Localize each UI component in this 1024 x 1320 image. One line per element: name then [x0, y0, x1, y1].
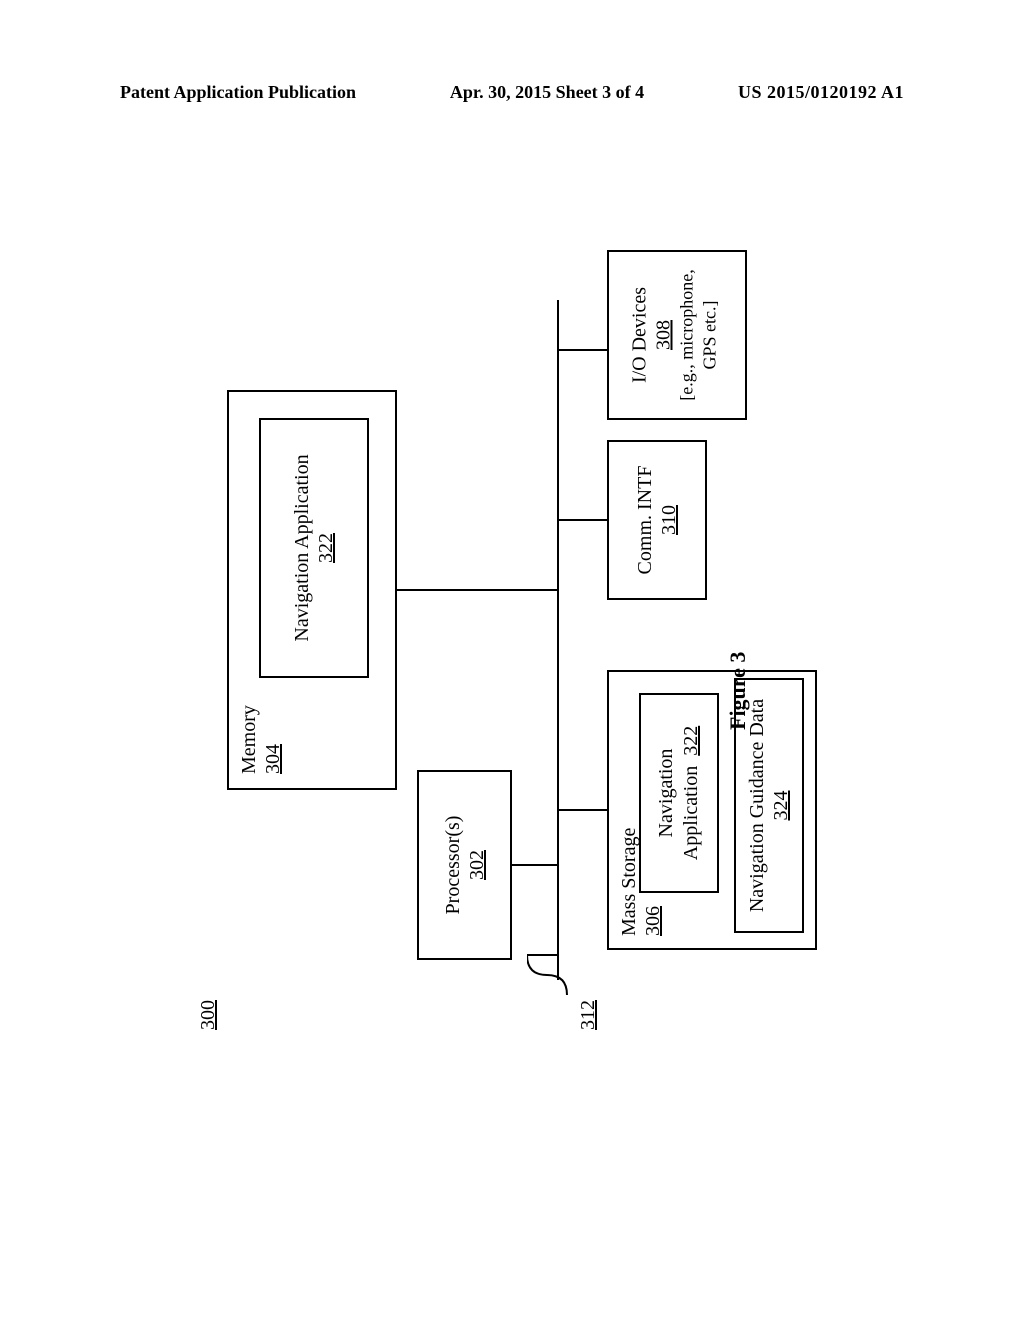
- bus-stub-mass-storage: [557, 809, 607, 811]
- nav-app-memory-ref: 322: [315, 533, 338, 563]
- bus-stub-comm: [557, 519, 607, 521]
- processor-ref: 302: [466, 850, 489, 880]
- io-devices-ref: 308: [653, 320, 676, 350]
- bus-ref: 312: [577, 1000, 600, 1030]
- memory-ref: 304: [262, 744, 285, 774]
- io-devices-label: I/O Devices: [629, 287, 651, 383]
- memory-block: Memory 304 Navigation Application 322: [227, 390, 397, 790]
- processor-block: Processor(s) 302: [417, 770, 512, 960]
- nav-app-memory-label: Navigation Application: [291, 454, 313, 641]
- comm-intf-block: Comm. INTF 310: [607, 440, 707, 600]
- nav-app-storage-label2: Application: [680, 766, 702, 860]
- mass-storage-ref: 306: [642, 906, 665, 936]
- bus-line: [557, 300, 559, 980]
- nav-app-memory-block: Navigation Application 322: [259, 418, 369, 678]
- nav-app-storage-label1: Navigation: [655, 749, 677, 838]
- nav-app-storage-ref: 322: [680, 726, 703, 756]
- system-ref: 300: [197, 1000, 220, 1030]
- bus-ref-leader: [527, 950, 577, 1000]
- header-center: Apr. 30, 2015 Sheet 3 of 4: [450, 82, 644, 103]
- processor-label: Processor(s): [442, 816, 464, 915]
- figure-caption: Figure 3: [725, 652, 751, 730]
- header-right: US 2015/0120192 A1: [738, 82, 904, 103]
- bus-stub-processor: [512, 864, 557, 866]
- bus-stub-io: [557, 349, 607, 351]
- patent-page: Patent Application Publication Apr. 30, …: [0, 0, 1024, 1320]
- memory-label: Memory: [238, 705, 260, 774]
- bus-stub-memory: [397, 589, 557, 591]
- comm-intf-ref: 310: [658, 505, 681, 535]
- nav-app-storage-block: Navigation Application 322: [639, 693, 719, 893]
- mass-storage-label: Mass Storage: [618, 828, 640, 936]
- io-devices-note: [e.g., microphone, GPS etc.]: [677, 269, 720, 400]
- io-devices-block: I/O Devices 308 [e.g., microphone, GPS e…: [607, 250, 747, 420]
- header-left: Patent Application Publication: [120, 82, 356, 103]
- nav-guidance-label: Navigation Guidance Data: [746, 699, 768, 912]
- comm-intf-label: Comm. INTF: [634, 466, 656, 575]
- memory-title: Memory 304: [237, 705, 285, 774]
- page-header: Patent Application Publication Apr. 30, …: [0, 82, 1024, 103]
- mass-storage-block: Mass Storage 306 Navigation Application …: [607, 670, 817, 950]
- nav-guidance-ref: 324: [770, 791, 793, 821]
